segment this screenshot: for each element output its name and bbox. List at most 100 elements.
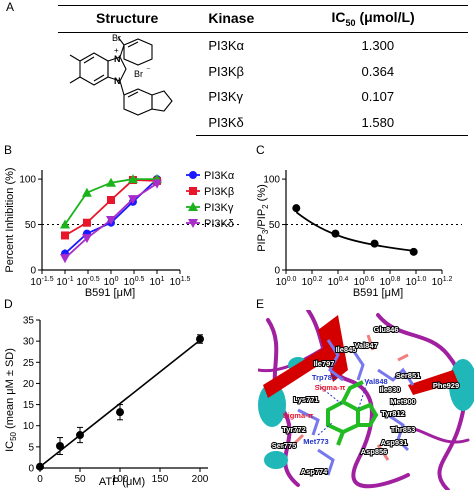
- chart-d-y-tick-label: 5: [28, 442, 34, 453]
- atom-br: Br: [112, 33, 121, 43]
- chart-c-x-tick-exponent: 0.4: [339, 276, 349, 283]
- chart-c-x-tick-label: 100.0: [276, 276, 297, 288]
- residue-label: Asp774: [301, 467, 329, 476]
- residue-label: Phe929: [433, 381, 459, 390]
- ic50-cell: 1.300: [361, 38, 395, 54]
- ligand-b591: [326, 380, 379, 446]
- chart-d-y-tick-label: 0: [28, 464, 34, 475]
- docking-background: [258, 310, 474, 490]
- chart-d-y-tick-label: 20: [23, 379, 35, 390]
- chart-c-point: [331, 229, 340, 238]
- header-kinase: Kinase: [196, 5, 330, 33]
- residue-label: Met773: [303, 437, 328, 446]
- residue-sticks: [291, 334, 415, 476]
- chart-d-point: [36, 462, 44, 471]
- table-row: PI3Kδ 1.580: [58, 109, 468, 137]
- chart-b-point: [81, 187, 92, 197]
- chart-c-ylabel-sub1: 3: [261, 229, 270, 234]
- chart-b-point: [82, 218, 91, 227]
- kinase-cell: PI3Kγ: [208, 89, 244, 105]
- chart-b-legend-label: PI3Kγ: [204, 202, 234, 214]
- residue-label: Tyr812: [381, 409, 405, 418]
- chart-b-x-tick-exponent: 1.5: [181, 276, 191, 283]
- chart-d-point: [116, 408, 124, 417]
- chart-b-x-tick-exponent: -1.5: [42, 276, 54, 283]
- table-row: PI3Kγ 0.107: [58, 84, 468, 110]
- chart-c-fit-curve: [295, 211, 414, 252]
- chart-c-point: [409, 247, 418, 256]
- chart-c-ylabel: PIP3/PIP2 (%): [256, 184, 270, 252]
- chart-b-x-tick-exponent: -0.5: [88, 276, 100, 283]
- table-row: + N N Br Br ⁻ PI3Kα 1.300: [58, 32, 468, 116]
- atom-n1: N: [114, 54, 121, 64]
- structure-cell: + N N Br Br ⁻: [58, 32, 196, 136]
- chart-c-x-tick-exponent: 0.2: [313, 276, 323, 283]
- chart-c-ylabel-unit: (%): [256, 184, 268, 204]
- residue-label: Ile845: [336, 345, 357, 354]
- chart-b-x-tick-exponent: 1: [161, 276, 165, 283]
- chart-b-point: [127, 174, 138, 184]
- chart-b-xlabel: B591 [μM]: [85, 287, 135, 299]
- ic50-cell: 0.107: [361, 89, 395, 105]
- chart-c-point: [370, 239, 379, 248]
- bromide-anion: Br: [134, 69, 143, 79]
- chart-d-ylabel-rest: (mean μM ± SD): [4, 348, 16, 432]
- chart-d-y-tick-label: 15: [23, 400, 35, 411]
- chart-b-x-tick-label: 10-1: [56, 276, 73, 288]
- header-ic50-main: IC: [331, 9, 346, 25]
- chart-b-ylabel: Percent Inhibition (%): [4, 167, 16, 272]
- chart-c-x-tick-exponent: 1.0: [417, 276, 427, 283]
- chart-c-x-tick-exponent: 0.0: [287, 276, 297, 283]
- chart-d-y-tick-label: 10: [23, 421, 35, 432]
- kinase-cell: PI3Kα: [208, 38, 245, 54]
- chart-c-y-tick-label: 50: [269, 220, 281, 231]
- chart-b-point: [106, 216, 116, 225]
- chart-d-y-tick-label: 25: [23, 358, 35, 369]
- chart-c-x-tick-exponent: 1.2: [443, 276, 453, 283]
- chart-c-xlabel: B591 [μM]: [353, 287, 403, 299]
- bromide-charge: ⁻: [146, 65, 151, 75]
- b591-structure-drawing: + N N Br Br ⁻: [69, 33, 173, 116]
- chart-c-x-tick-exponent: 0.6: [365, 276, 375, 283]
- chart-b-series-line: [64, 179, 158, 237]
- interaction-lines: [317, 379, 369, 436]
- header-ic50: IC50 (μmol/L): [329, 5, 468, 33]
- chart-d-x-tick-label: 50: [74, 474, 86, 485]
- kinase-cell: PI3Kβ: [208, 63, 245, 79]
- chart-d-point: [196, 335, 204, 344]
- chart-b-legend-label: PI3Kβ: [204, 186, 234, 198]
- chart-d-ylabel-sub: 50: [9, 431, 18, 440]
- residue-label: Sigma-π: [315, 383, 346, 392]
- chart-c-ylabel-main: PIP: [256, 234, 268, 252]
- chart-b-x-tick-label: 101.5: [170, 276, 191, 288]
- chart-b-point: [81, 234, 92, 244]
- chart-c-x-tick-label: 101.2: [432, 276, 453, 288]
- residue-label: Asp856: [361, 447, 388, 456]
- chart-d-point: [76, 431, 84, 440]
- chart-c-x-tick-label: 100.4: [328, 276, 349, 288]
- ic50-table: Structure Kinase IC50 (μmol/L): [58, 5, 468, 137]
- chart-d-x-tick-label: 0: [37, 474, 43, 485]
- residue-label: Trp781: [312, 373, 336, 382]
- chart-c-ylabel-sub2: 2: [261, 204, 270, 209]
- residue-label: Met900: [390, 397, 415, 406]
- chart-b-x-tick-label: 10-1.5: [30, 276, 53, 288]
- chart-b-y-tick-label: 100: [19, 175, 36, 186]
- chart-c-x-tick-label: 101.0: [406, 276, 427, 288]
- chart-b-point: [60, 219, 70, 229]
- chart-d-x-tick-label: 150: [152, 474, 169, 485]
- header-ic50-unit: (μmol/L): [355, 9, 415, 25]
- residue-label: Tyr772: [282, 425, 306, 434]
- residue-label: Thr853: [391, 425, 416, 434]
- header-structure: Structure: [58, 5, 197, 33]
- chart-c-y-tick-label: 0: [274, 266, 280, 277]
- chart-b-point: [152, 179, 162, 189]
- chart-b-legend-marker: [188, 202, 198, 211]
- chart-d-ylabel-main: IC: [4, 441, 16, 452]
- chart-b-legend-marker: [189, 171, 197, 179]
- panel-label-e: E: [256, 297, 265, 311]
- chart-b-y-tick-label: 50: [25, 220, 37, 231]
